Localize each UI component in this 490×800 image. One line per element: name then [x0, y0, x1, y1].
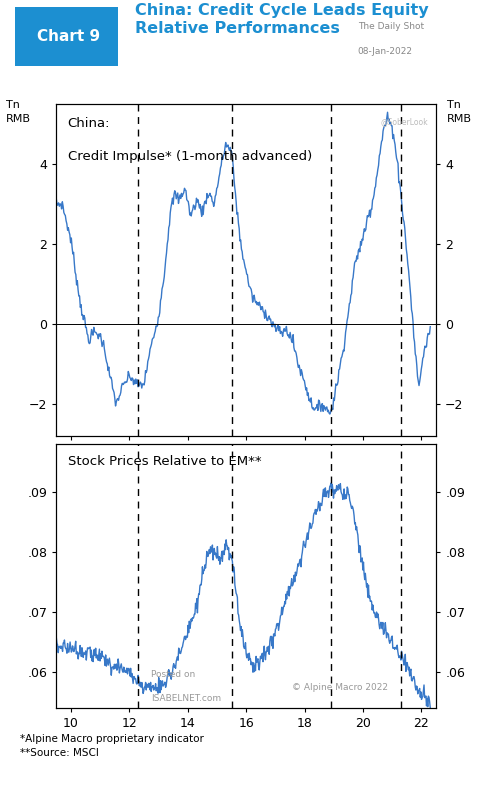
Text: Credit Impulse* (1-month advanced): Credit Impulse* (1-month advanced)	[68, 150, 312, 163]
FancyBboxPatch shape	[15, 7, 118, 66]
Text: © Alpine Macro 2022: © Alpine Macro 2022	[292, 683, 388, 692]
Text: RMB: RMB	[447, 114, 472, 123]
Text: China: Credit Cycle Leads Equity
Relative Performances: China: Credit Cycle Leads Equity Relativ…	[135, 3, 428, 37]
Text: Chart 9: Chart 9	[37, 29, 100, 44]
Text: **Source: MSCI: **Source: MSCI	[20, 748, 98, 758]
Text: Stock Prices Relative to EM**: Stock Prices Relative to EM**	[68, 454, 261, 467]
Text: RMB: RMB	[6, 114, 31, 123]
Text: China:: China:	[68, 118, 110, 130]
Text: The Daily Shot: The Daily Shot	[358, 22, 424, 30]
Text: Tn: Tn	[447, 100, 461, 110]
Text: *Alpine Macro proprietary indicator: *Alpine Macro proprietary indicator	[20, 734, 203, 744]
Text: Posted on: Posted on	[151, 670, 196, 679]
Text: Tn: Tn	[6, 100, 20, 110]
Text: 08-Jan-2022: 08-Jan-2022	[358, 47, 413, 56]
Text: ISABELNET.com: ISABELNET.com	[151, 694, 221, 702]
Text: @SoberLook: @SoberLook	[381, 118, 428, 126]
